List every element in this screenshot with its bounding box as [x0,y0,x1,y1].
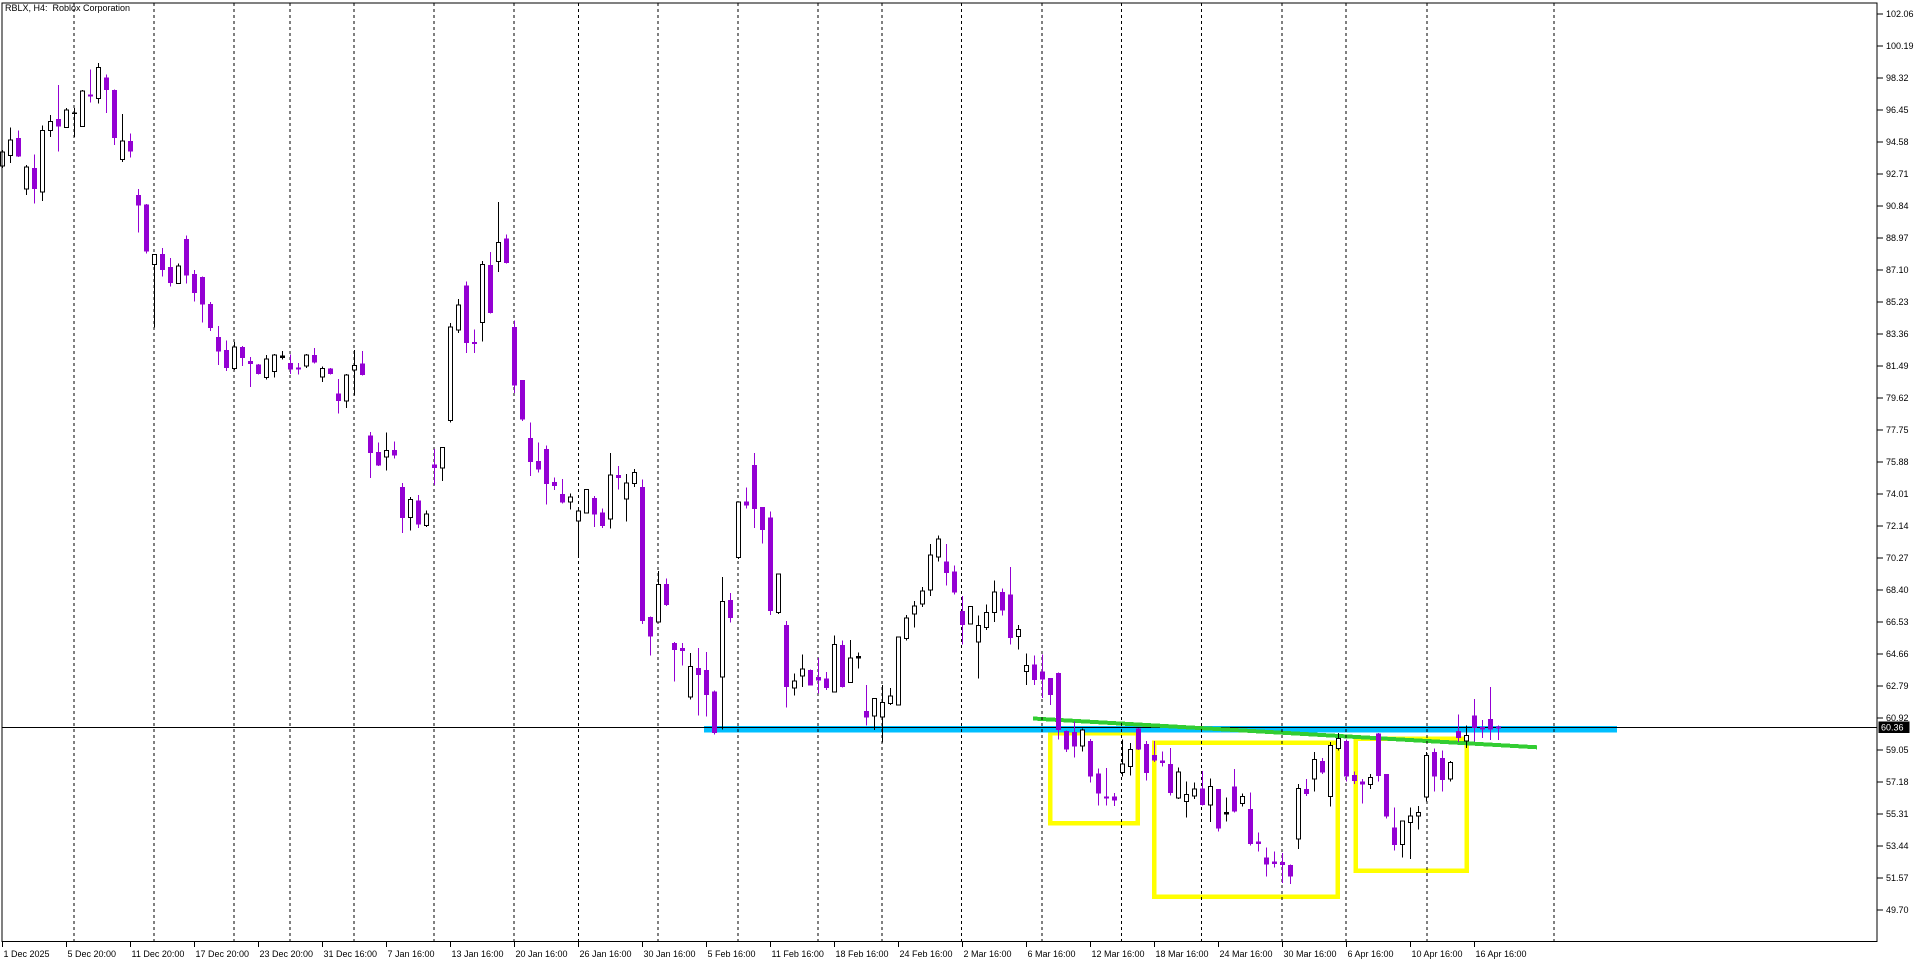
svg-text:98.32: 98.32 [1886,73,1909,83]
svg-text:96.45: 96.45 [1886,105,1909,115]
svg-text:51.57: 51.57 [1886,873,1909,883]
svg-text:30 Mar 16:00: 30 Mar 16:00 [1284,949,1337,959]
svg-text:79.62: 79.62 [1886,393,1909,403]
svg-text:100.19: 100.19 [1886,41,1914,51]
svg-text:RBLX, H4: Roblox Corporation: RBLX, H4: Roblox Corporation [5,3,130,13]
svg-text:94.58: 94.58 [1886,137,1909,147]
svg-text:68.40: 68.40 [1886,585,1909,595]
svg-text:24 Mar 16:00: 24 Mar 16:00 [1220,949,1273,959]
svg-text:6 Mar 16:00: 6 Mar 16:00 [1028,949,1076,959]
svg-text:23 Dec 20:00: 23 Dec 20:00 [260,949,314,959]
svg-text:10 Apr 16:00: 10 Apr 16:00 [1412,949,1463,959]
svg-text:74.01: 74.01 [1886,489,1909,499]
svg-text:5 Feb 16:00: 5 Feb 16:00 [708,949,756,959]
svg-text:1 Dec 2025: 1 Dec 2025 [4,949,50,959]
svg-text:60.92: 60.92 [1886,713,1909,723]
svg-text:62.79: 62.79 [1886,681,1909,691]
svg-text:90.84: 90.84 [1886,201,1909,211]
svg-text:81.49: 81.49 [1886,361,1909,371]
svg-text:57.18: 57.18 [1886,777,1909,787]
svg-text:87.10: 87.10 [1886,265,1909,275]
svg-text:13 Jan 16:00: 13 Jan 16:00 [452,949,504,959]
svg-text:72.14: 72.14 [1886,521,1909,531]
svg-text:88.97: 88.97 [1886,233,1909,243]
svg-text:59.05: 59.05 [1886,745,1909,755]
svg-text:26 Jan 16:00: 26 Jan 16:00 [580,949,632,959]
svg-text:77.75: 77.75 [1886,425,1909,435]
svg-text:30 Jan 16:00: 30 Jan 16:00 [644,949,696,959]
svg-text:11 Dec 20:00: 11 Dec 20:00 [132,949,185,959]
svg-text:75.88: 75.88 [1886,457,1909,467]
svg-text:49.70: 49.70 [1886,905,1909,915]
svg-text:18 Mar 16:00: 18 Mar 16:00 [1156,949,1209,959]
svg-text:16 Apr 16:00: 16 Apr 16:00 [1476,949,1527,959]
svg-text:11 Feb 16:00: 11 Feb 16:00 [772,949,824,959]
svg-text:12 Mar 16:00: 12 Mar 16:00 [1092,949,1145,959]
svg-text:60.36: 60.36 [1881,723,1904,733]
svg-text:55.31: 55.31 [1886,809,1909,819]
svg-text:7 Jan 16:00: 7 Jan 16:00 [388,949,435,959]
svg-text:31 Dec 16:00: 31 Dec 16:00 [324,949,378,959]
svg-text:18 Feb 16:00: 18 Feb 16:00 [836,949,889,959]
svg-text:70.27: 70.27 [1886,553,1909,563]
svg-text:64.66: 64.66 [1886,649,1909,659]
svg-text:24 Feb 16:00: 24 Feb 16:00 [900,949,953,959]
svg-text:2 Mar 16:00: 2 Mar 16:00 [964,949,1012,959]
svg-text:92.71: 92.71 [1886,169,1909,179]
svg-text:20 Jan 16:00: 20 Jan 16:00 [516,949,568,959]
svg-text:17 Dec 20:00: 17 Dec 20:00 [196,949,250,959]
svg-text:6 Apr 16:00: 6 Apr 16:00 [1348,949,1394,959]
svg-text:53.44: 53.44 [1886,841,1909,851]
svg-text:66.53: 66.53 [1886,617,1909,627]
svg-text:102.06: 102.06 [1886,9,1914,19]
svg-text:5 Dec 20:00: 5 Dec 20:00 [68,949,117,959]
svg-text:83.36: 83.36 [1886,329,1909,339]
svg-text:85.23: 85.23 [1886,297,1909,307]
